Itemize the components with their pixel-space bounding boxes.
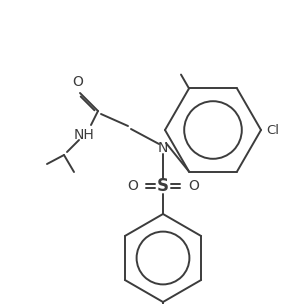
Text: S: S xyxy=(157,177,169,195)
Text: N: N xyxy=(158,141,168,155)
Text: O: O xyxy=(73,75,83,89)
Text: O: O xyxy=(127,179,138,193)
Text: O: O xyxy=(188,179,199,193)
Text: NH: NH xyxy=(74,128,95,142)
Text: Cl: Cl xyxy=(266,123,279,136)
